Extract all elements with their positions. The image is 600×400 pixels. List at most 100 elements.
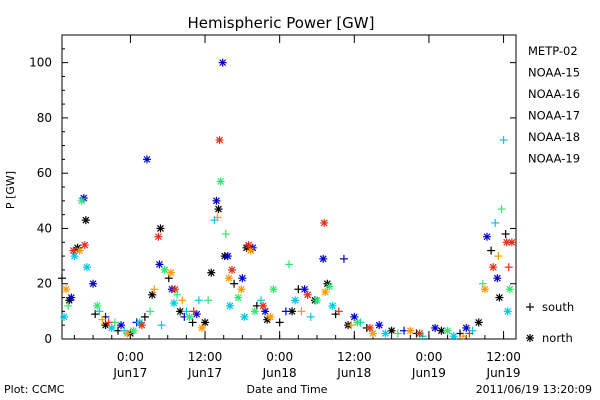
x-tick-date-label: Jun19 — [411, 366, 446, 380]
data-point-north — [387, 326, 396, 335]
legend: METP-02 NOAA-15 NOAA-16 NOAA-17 NOAA-18 NOAA-… — [528, 44, 580, 166]
data-point-north — [303, 290, 312, 299]
data-point-south — [465, 329, 474, 338]
data-point-south — [504, 263, 513, 272]
data-point-south — [501, 229, 510, 238]
data-point-north — [415, 329, 424, 338]
data-point-north — [240, 312, 249, 321]
data-point-north — [137, 321, 146, 330]
data-point-north — [67, 293, 76, 302]
data-point-north — [216, 177, 225, 186]
data-point-north — [250, 307, 259, 316]
plot-frame — [61, 34, 517, 340]
x-axis: 0:00 Jun17 12:00 Jun17 0:00 Jun18 12:00 Jun18 0:… — [73, 35, 521, 380]
data-point-south — [178, 296, 187, 305]
data-point-north — [223, 252, 232, 261]
data-point-south — [499, 136, 508, 145]
data-point-north — [312, 296, 321, 305]
legend-entry: NOAA-15 — [528, 66, 580, 80]
data-point-north — [156, 224, 165, 233]
data-point-north — [365, 323, 374, 332]
data-point-north — [325, 282, 334, 291]
data-point-north — [207, 268, 216, 277]
data-point-south — [334, 307, 343, 316]
data-point-north — [70, 252, 79, 261]
y-tick-label: 0 — [44, 332, 52, 346]
data-point-south — [221, 229, 230, 238]
data-point-north — [60, 312, 69, 321]
data-point-north — [507, 238, 516, 247]
data-point-north — [148, 290, 157, 299]
y-axis-label: P [GW] — [4, 171, 17, 209]
data-point-north — [81, 216, 90, 225]
legend-entry: METP-02 — [528, 44, 578, 58]
data-point-north — [237, 285, 246, 294]
data-point-south — [494, 252, 503, 261]
data-point-south — [306, 312, 315, 321]
data-point-north — [80, 241, 89, 250]
data-point-north — [495, 293, 504, 302]
x-tick-date-label: Jun18 — [336, 366, 371, 380]
data-point-north — [166, 268, 175, 277]
x-tick-time-label: 12:00 — [337, 350, 372, 364]
legend-entry: NOAA-17 — [528, 109, 580, 123]
data-point-south — [491, 218, 500, 227]
data-point-north — [266, 312, 275, 321]
x-tick-date-label: Jun18 — [262, 366, 297, 380]
data-point-north — [482, 232, 491, 241]
data-point-south — [98, 315, 107, 324]
y-tick-label: 100 — [29, 56, 52, 70]
footer-timestamp: 2011/06/19 13:20:09 — [476, 383, 592, 396]
data-point-south — [347, 321, 356, 330]
data-point-north — [269, 285, 278, 294]
data-point-north — [259, 301, 268, 310]
data-point-south — [204, 296, 213, 305]
legend-entry: NOAA-19 — [528, 152, 580, 166]
data-point-north — [489, 263, 498, 272]
data-point-north — [215, 136, 224, 145]
data-point-north — [381, 329, 390, 338]
x-tick-date-label: Jun17 — [112, 366, 147, 380]
data-point-north — [449, 332, 458, 341]
y-tick-label: 80 — [37, 111, 52, 125]
data-point-north — [321, 288, 330, 297]
x-tick-time-label: 0:00 — [117, 350, 144, 364]
data-point-south — [64, 301, 73, 310]
data-point-north — [437, 326, 446, 335]
x-tick-time-label: 0:00 — [415, 350, 442, 364]
data-point-north — [169, 299, 178, 308]
symbol-legend-marker — [526, 303, 534, 311]
data-point-north — [75, 246, 84, 255]
data-point-south — [91, 310, 100, 319]
data-point-north — [234, 293, 243, 302]
data-point-south — [275, 318, 284, 327]
data-point-north — [224, 274, 233, 283]
data-point-north — [62, 285, 71, 294]
data-point-south — [339, 254, 348, 263]
symbol-legend-marker — [526, 334, 534, 342]
footer-credit: Plot: CCMC — [4, 383, 65, 396]
data-point-north — [214, 205, 223, 214]
data-point-north — [117, 321, 126, 330]
data-point-south — [213, 213, 222, 222]
data-point-south — [285, 260, 293, 269]
data-point-north — [154, 232, 163, 241]
data-point-south — [157, 321, 166, 330]
legend-entry: NOAA-18 — [528, 130, 580, 144]
chart-title: Hemispheric Power [GW] — [188, 14, 375, 32]
data-point-south — [393, 329, 402, 338]
data-point-south — [150, 285, 159, 294]
data-point-north — [197, 323, 206, 332]
data-point-north — [93, 301, 102, 310]
data-point-north — [320, 218, 329, 227]
data-point-south — [230, 279, 239, 288]
x-tick-time-label: 12:00 — [486, 350, 521, 364]
data-point-north — [503, 307, 512, 316]
data-point-north — [328, 301, 337, 310]
data-point-north — [443, 326, 452, 335]
data-point-south — [487, 246, 496, 255]
x-tick-date-label: Jun19 — [486, 366, 521, 380]
data-point-north — [431, 323, 440, 332]
data-point-north — [176, 307, 185, 316]
data-point-north — [69, 246, 78, 255]
